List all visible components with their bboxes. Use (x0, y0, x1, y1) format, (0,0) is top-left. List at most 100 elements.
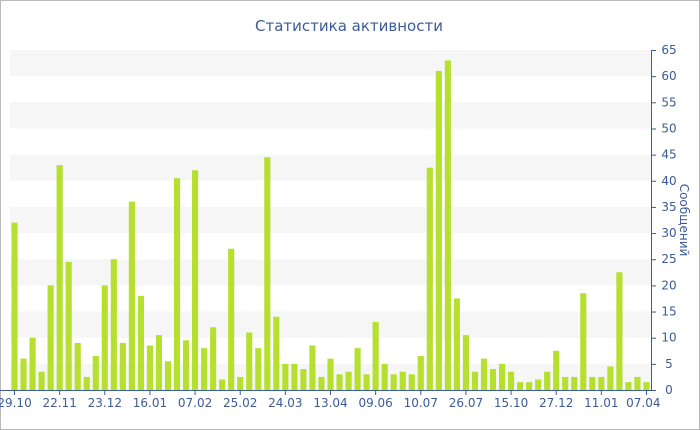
y-axis-ticks: 0 5 10 15 20 25 30 35 40 45 50 55 60 65 (651, 43, 677, 397)
x-tick-label: 09.06 (358, 396, 392, 410)
bar (192, 170, 199, 390)
x-tick-label: 07.04 (626, 396, 660, 410)
bar (444, 60, 451, 390)
bar (507, 371, 515, 390)
bar (56, 165, 63, 390)
bar (643, 382, 650, 390)
bar (544, 371, 551, 390)
bar (462, 335, 469, 390)
x-tick-label: 23.12 (88, 396, 122, 410)
bar (417, 356, 424, 390)
bar (489, 369, 497, 390)
y-tick-label: 5 (665, 357, 673, 371)
bar (580, 293, 587, 390)
y-tick-label: 50 (661, 121, 676, 135)
bar (589, 376, 596, 390)
bar (219, 379, 226, 390)
bar (201, 348, 208, 390)
bar (336, 374, 343, 390)
x-tick-label: 07.02 (178, 396, 212, 410)
bar (535, 379, 542, 390)
y-tick-label: 65 (661, 43, 676, 57)
bar (264, 157, 271, 390)
x-tick-label: 16.01 (133, 396, 167, 410)
grid-band (10, 154, 651, 181)
x-tick-label: 26.07 (449, 396, 483, 410)
y-tick-label: 20 (661, 278, 676, 292)
bar (246, 332, 253, 390)
bar (562, 376, 569, 390)
bar (453, 298, 460, 390)
y-tick-label: 25 (661, 252, 676, 266)
bar (634, 376, 641, 390)
bar (164, 361, 172, 390)
bar (372, 322, 379, 390)
bar (237, 376, 244, 390)
x-tick-label: 27.12 (539, 396, 573, 410)
bar (92, 356, 99, 390)
bar (498, 363, 506, 390)
bar (228, 248, 235, 390)
grid-band (10, 50, 651, 77)
x-tick-label: 25.02 (223, 396, 257, 410)
bar (354, 348, 361, 390)
bar (83, 376, 90, 390)
bar (38, 371, 45, 390)
bar (318, 376, 325, 390)
bar (435, 70, 442, 390)
bar (517, 382, 524, 390)
bar (155, 335, 163, 390)
bar (345, 371, 352, 390)
bar (101, 285, 108, 390)
bar (327, 358, 334, 390)
bar (363, 374, 370, 390)
bar (273, 316, 280, 390)
grid-band (10, 102, 651, 129)
bar (210, 327, 217, 390)
bar (408, 374, 415, 390)
y-tick-label: 55 (661, 95, 676, 109)
bar (65, 261, 72, 390)
bar (29, 337, 36, 390)
grid-band (10, 259, 651, 286)
y-tick-label: 35 (661, 200, 676, 214)
x-tick-label: 24.03 (268, 396, 302, 410)
bar (173, 178, 181, 390)
chart-title: Статистика активности (255, 17, 443, 35)
x-tick-label: 11.01 (584, 396, 618, 410)
bar (471, 371, 479, 390)
x-tick-label: 13.04 (313, 396, 347, 410)
y-tick-label: 0 (665, 383, 673, 397)
bar (571, 376, 578, 390)
bar-series (11, 60, 650, 390)
bar (128, 201, 135, 390)
bar (526, 382, 533, 390)
bar (182, 340, 190, 390)
bar (291, 363, 298, 390)
bar (300, 369, 307, 390)
bar (616, 272, 623, 390)
bar (20, 358, 27, 390)
y-tick-label: 45 (661, 148, 676, 162)
y-tick-label: 15 (661, 305, 676, 319)
bar (137, 295, 144, 390)
bar (110, 259, 117, 390)
bar (255, 348, 262, 390)
y-tick-label: 10 (661, 331, 676, 345)
bar (11, 222, 18, 390)
bar (381, 363, 388, 390)
bar (282, 363, 289, 390)
grid-band (10, 206, 651, 234)
x-axis-ticks: 29.10 22.11 23.12 16.01 07.02 25.02 24.03 13.04… (0, 390, 660, 410)
bar (625, 382, 632, 390)
bar (553, 350, 560, 390)
bar (426, 167, 433, 390)
bar (390, 374, 397, 390)
y-tick-label: 40 (661, 174, 676, 188)
bar (146, 345, 154, 390)
bar (309, 345, 316, 390)
bar (598, 376, 605, 390)
bar (607, 366, 614, 390)
bar (47, 285, 54, 390)
